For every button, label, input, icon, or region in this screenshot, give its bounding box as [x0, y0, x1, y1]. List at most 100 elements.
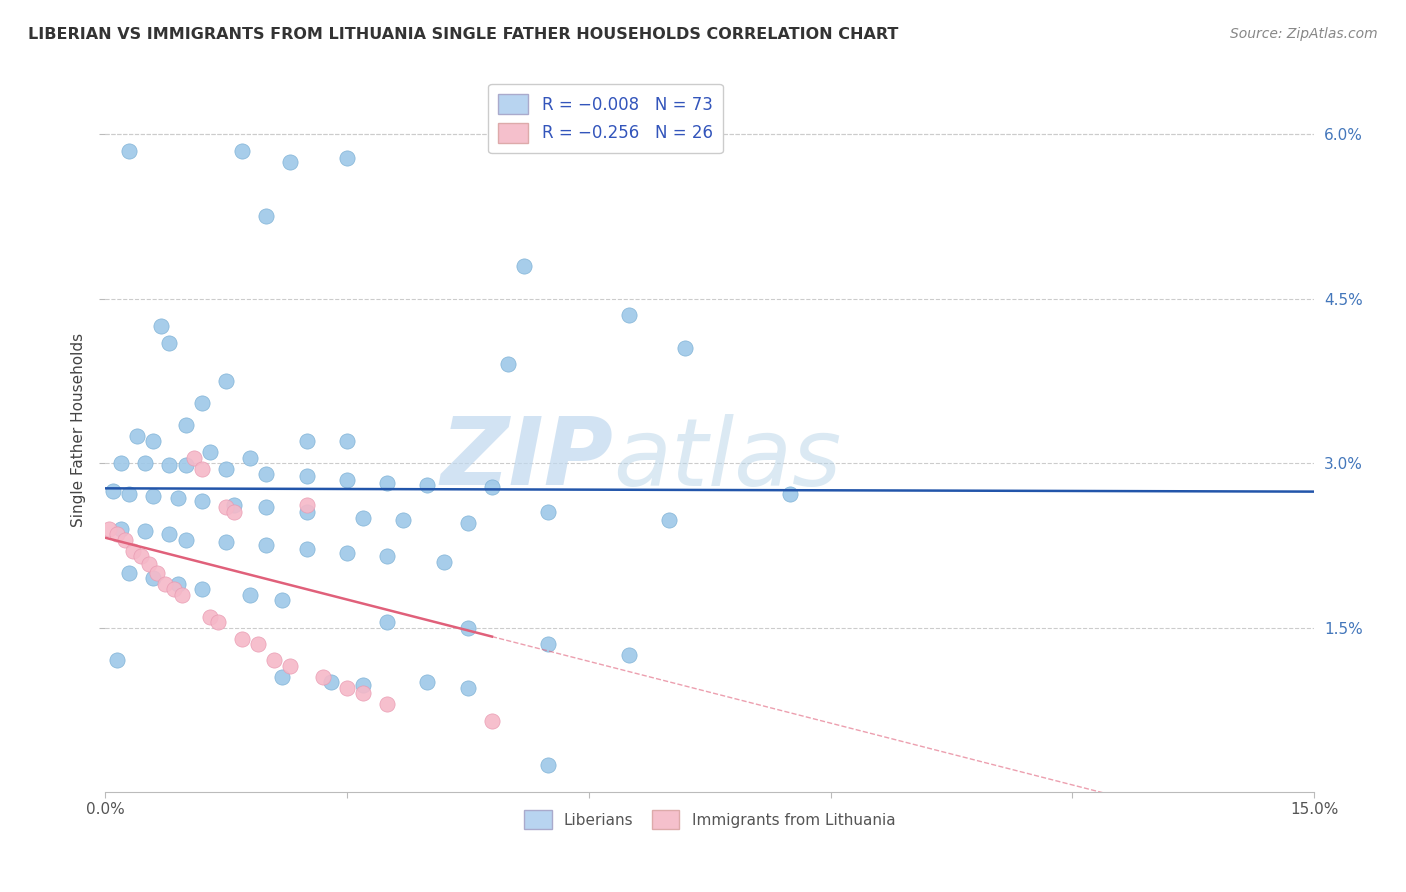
Point — [336, 546, 359, 560]
Point — [280, 154, 302, 169]
Point — [166, 491, 188, 506]
Point — [114, 533, 136, 547]
Point — [174, 533, 197, 547]
Point — [146, 566, 169, 580]
Point — [496, 358, 519, 372]
Point — [352, 511, 374, 525]
Point — [352, 686, 374, 700]
Point — [295, 469, 318, 483]
Point — [513, 259, 536, 273]
Point — [263, 653, 285, 667]
Point — [239, 588, 262, 602]
Point — [375, 698, 398, 712]
Point — [174, 458, 197, 473]
Point — [457, 681, 479, 695]
Point — [198, 445, 221, 459]
Point — [617, 308, 640, 322]
Point — [118, 566, 141, 580]
Text: LIBERIAN VS IMMIGRANTS FROM LITHUANIA SINGLE FATHER HOUSEHOLDS CORRELATION CHART: LIBERIAN VS IMMIGRANTS FROM LITHUANIA SI… — [28, 27, 898, 42]
Point — [336, 681, 359, 695]
Point — [617, 648, 640, 662]
Point — [142, 434, 165, 449]
Point — [319, 675, 342, 690]
Point — [198, 609, 221, 624]
Point — [254, 500, 277, 514]
Point — [110, 522, 132, 536]
Point — [170, 588, 193, 602]
Point — [375, 615, 398, 629]
Text: Source: ZipAtlas.com: Source: ZipAtlas.com — [1230, 27, 1378, 41]
Point — [105, 653, 128, 667]
Point — [247, 637, 270, 651]
Point — [118, 144, 141, 158]
Point — [134, 524, 156, 538]
Point — [190, 396, 212, 410]
Point — [416, 675, 439, 690]
Point — [271, 593, 294, 607]
Point — [129, 549, 152, 564]
Point — [231, 144, 253, 158]
Point — [239, 450, 262, 465]
Point — [311, 670, 333, 684]
Point — [110, 456, 132, 470]
Point — [481, 480, 503, 494]
Point — [215, 500, 238, 514]
Point — [190, 494, 212, 508]
Point — [138, 557, 160, 571]
Point — [254, 538, 277, 552]
Y-axis label: Single Father Households: Single Father Households — [72, 334, 86, 527]
Point — [416, 478, 439, 492]
Point — [779, 487, 801, 501]
Point — [215, 374, 238, 388]
Point — [537, 637, 560, 651]
Point — [159, 458, 181, 473]
Point — [190, 582, 212, 597]
Point — [127, 428, 149, 442]
Point — [336, 434, 359, 449]
Point — [658, 513, 681, 527]
Point — [190, 461, 212, 475]
Point — [101, 483, 124, 498]
Point — [254, 210, 277, 224]
Point — [162, 582, 184, 597]
Point — [295, 541, 318, 556]
Text: atlas: atlas — [613, 414, 841, 505]
Point — [481, 714, 503, 728]
Point — [134, 456, 156, 470]
Point — [150, 319, 173, 334]
Point — [159, 335, 181, 350]
Point — [375, 549, 398, 564]
Point — [118, 487, 141, 501]
Point — [231, 632, 253, 646]
Point — [295, 498, 318, 512]
Point — [166, 576, 188, 591]
Point — [537, 757, 560, 772]
Point — [295, 505, 318, 519]
Point — [142, 489, 165, 503]
Point — [295, 434, 318, 449]
Point — [222, 498, 245, 512]
Point — [105, 527, 128, 541]
Text: ZIP: ZIP — [440, 413, 613, 505]
Point — [222, 505, 245, 519]
Point — [457, 516, 479, 531]
Point — [122, 544, 145, 558]
Point — [174, 417, 197, 432]
Point — [432, 555, 454, 569]
Point — [155, 576, 177, 591]
Point — [675, 341, 697, 355]
Point — [98, 522, 121, 536]
Point — [142, 571, 165, 585]
Point — [207, 615, 229, 629]
Point — [159, 527, 181, 541]
Point — [254, 467, 277, 481]
Point — [392, 513, 415, 527]
Point — [457, 621, 479, 635]
Legend: Liberians, Immigrants from Lithuania: Liberians, Immigrants from Lithuania — [517, 804, 901, 835]
Point — [537, 505, 560, 519]
Point — [271, 670, 294, 684]
Point — [336, 473, 359, 487]
Point — [336, 152, 359, 166]
Point — [375, 475, 398, 490]
Point — [183, 450, 205, 465]
